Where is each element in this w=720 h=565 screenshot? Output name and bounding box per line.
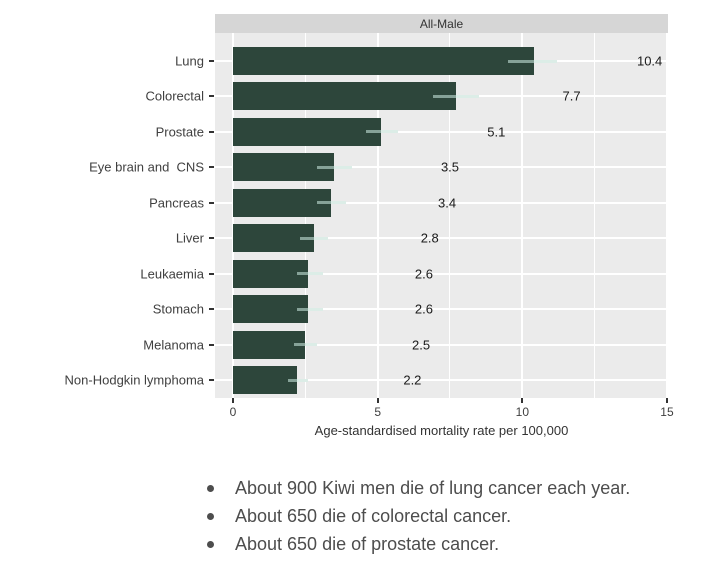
value-label: 3.4 [438, 195, 457, 211]
category-label: Non-Hodgkin lymphoma [64, 372, 204, 388]
y-tick [209, 308, 214, 311]
category-label: Leukaemia [140, 266, 204, 282]
error-bar-lower [432, 94, 456, 98]
value-label: 5.1 [487, 124, 506, 140]
bar [233, 259, 309, 288]
value-label: 7.7 [562, 88, 581, 104]
error-bar-upper [334, 165, 352, 169]
bar [233, 117, 381, 146]
error-bar-lower [287, 378, 297, 382]
gridline-major [665, 33, 668, 398]
plot-panel: 10.4 7.7 5.1 3.5 3.4 2.8 2.6 2.6 2.5 2.2 [215, 33, 668, 398]
y-tick [209, 237, 214, 240]
bullet-item: About 650 die of prostate cancer. [203, 530, 630, 558]
value-label: 10.4 [636, 53, 663, 69]
x-tick-label: 15 [660, 405, 674, 419]
value-label: 3.5 [440, 159, 460, 175]
category-label: Liver [175, 230, 204, 246]
bar [233, 330, 306, 359]
category-label: Pancreas [149, 195, 204, 211]
y-tick [209, 130, 214, 133]
error-bar-lower [366, 130, 381, 134]
x-tick-label: 10 [515, 405, 530, 419]
y-tick [209, 379, 214, 382]
error-bar-lower [296, 272, 309, 276]
y-tick [209, 166, 214, 169]
bullet-dot-icon [207, 484, 214, 492]
error-bar-upper [314, 236, 329, 240]
x-axis-title: Age-standardised mortality rate per 100,… [314, 423, 569, 438]
y-tick [209, 343, 214, 346]
category-label: Prostate [155, 124, 204, 140]
gridline-row [215, 343, 668, 346]
y-tick [209, 272, 214, 275]
category-label: Lung [175, 53, 204, 69]
x-tick-label: 0 [229, 405, 237, 419]
error-bar-upper [533, 59, 558, 63]
gridline-row [215, 130, 668, 133]
gridline-minor [594, 33, 596, 398]
x-tick [665, 398, 668, 403]
error-bar-upper [308, 307, 323, 311]
value-label: 2.8 [420, 230, 439, 246]
bullet-text: About 650 die of colorectal cancer. [235, 505, 512, 526]
error-bar-upper [296, 378, 309, 382]
error-bar-lower [316, 201, 332, 205]
gridline-major [521, 33, 524, 398]
bullet-item: About 650 die of colorectal cancer. [203, 502, 630, 530]
bullet-dot-icon [207, 540, 214, 548]
bar [233, 295, 309, 324]
bar [233, 47, 534, 75]
error-bar-lower [296, 307, 309, 311]
y-tick [209, 60, 214, 62]
value-label: 2.5 [412, 337, 431, 353]
bullet-dot-icon [207, 512, 214, 520]
gridline-major [376, 33, 379, 398]
category-label: Melanoma [143, 337, 204, 353]
bullet-item: About 900 Kiwi men die of lung cancer ea… [203, 474, 630, 502]
value-label: 2.6 [414, 301, 433, 317]
error-bar-lower [299, 236, 314, 240]
gridline-row [215, 201, 668, 204]
bar [233, 82, 456, 111]
facet-strip: All-Male [215, 14, 668, 33]
error-bar-lower [293, 343, 306, 347]
facet-title: All-Male [419, 16, 464, 31]
value-label: 2.6 [414, 266, 433, 282]
x-tick-label: 5 [374, 405, 381, 419]
bullet-text: About 650 die of prostate cancer. [235, 533, 500, 554]
category-label: Stomach [152, 301, 204, 317]
error-bar-lower [507, 59, 534, 63]
gridline-row [215, 379, 668, 382]
bullet-list: About 900 Kiwi men die of lung cancer ea… [203, 474, 630, 558]
gridline-row [215, 272, 668, 275]
value-label: 2.2 [403, 372, 422, 388]
error-bar-upper [305, 343, 317, 347]
x-tick [232, 398, 234, 403]
gridline-row [215, 166, 668, 169]
error-bar-upper [331, 201, 346, 205]
category-label: Eye brain and CNS [89, 159, 204, 175]
bar [233, 188, 332, 217]
x-tick [521, 398, 524, 403]
bar [233, 366, 297, 395]
category-label: Colorectal [145, 88, 204, 104]
gridline-row [215, 308, 668, 311]
gridline-row [215, 237, 668, 240]
error-bar-upper [380, 130, 398, 134]
error-bar-upper [455, 94, 479, 98]
gridline-minor [449, 33, 451, 398]
y-tick [209, 95, 214, 98]
bullet-text: About 900 Kiwi men die of lung cancer ea… [235, 477, 631, 498]
error-bar-lower [316, 165, 335, 169]
y-tick [209, 201, 214, 204]
error-bar-upper [308, 272, 323, 276]
x-tick [376, 398, 379, 403]
